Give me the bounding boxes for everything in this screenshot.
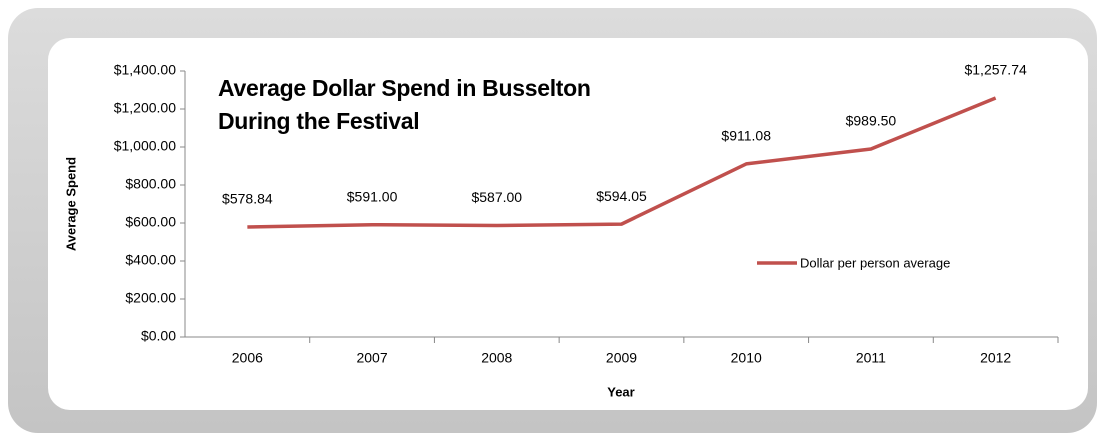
data-label: $594.05 <box>596 188 647 204</box>
data-label: $578.84 <box>222 191 273 207</box>
x-tick-label: 2007 <box>356 350 387 366</box>
x-tick-label: 2006 <box>232 350 263 366</box>
x-tick-label: 2008 <box>481 350 512 366</box>
legend-label: Dollar per person average <box>800 255 950 270</box>
y-tick-label: $1,400.00 <box>114 62 176 78</box>
y-tick-label: $0.00 <box>141 328 176 344</box>
x-axis-label: Year <box>607 384 634 399</box>
line <box>247 96 997 229</box>
y-tick-label: $400.00 <box>125 252 176 268</box>
y-tick-label: $1,000.00 <box>114 138 176 154</box>
data-label: $1,257.74 <box>964 62 1026 78</box>
data-label: $587.00 <box>471 189 522 205</box>
x-tick-label: 2012 <box>980 350 1011 366</box>
data-label: $911.08 <box>721 128 771 144</box>
y-axis-label: Average Spend <box>63 157 78 251</box>
y-tick-label: $200.00 <box>125 290 176 306</box>
x-tick-label: 2009 <box>606 350 637 366</box>
data-label: $989.50 <box>846 113 897 129</box>
chart-title: Average Dollar Spend in Busselton During… <box>218 75 591 134</box>
x-tick-label: 2010 <box>731 350 762 366</box>
x-tick-label: 2011 <box>856 350 886 366</box>
y-tick-label: $1,200.00 <box>114 100 176 116</box>
y-tick-label: $600.00 <box>125 214 176 230</box>
y-tick-label: $800.00 <box>125 176 176 192</box>
data-label: $591.00 <box>347 188 398 204</box>
